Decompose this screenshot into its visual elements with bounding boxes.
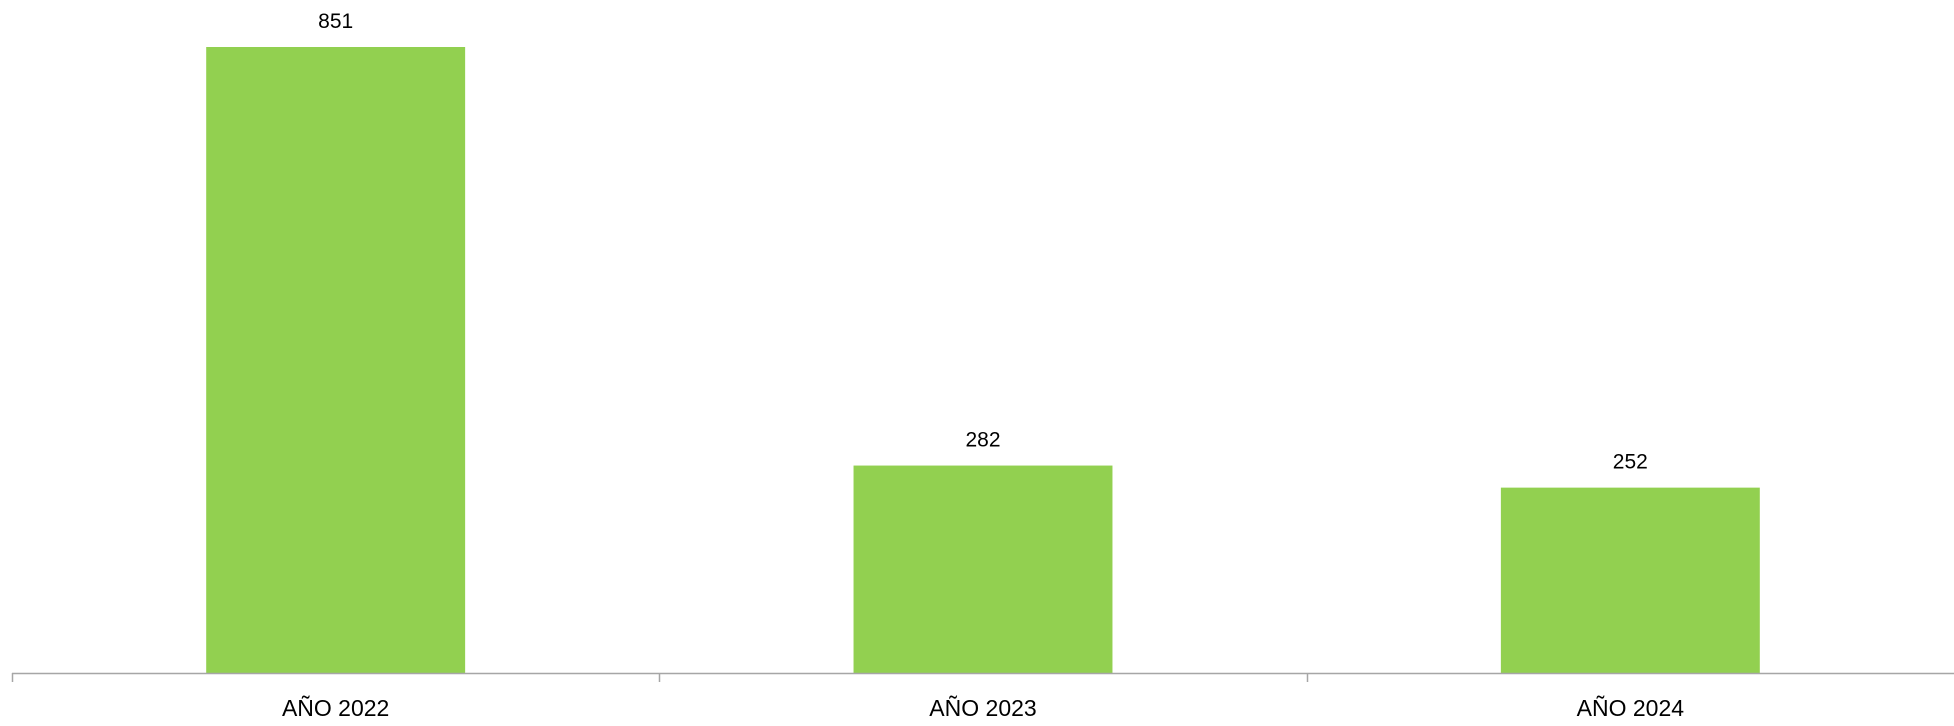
x-axis [11, 672, 1954, 682]
bar-3 [1500, 487, 1760, 673]
x-tick-label-2: AÑO 2023 [929, 695, 1036, 721]
x-tick-label-3: AÑO 2024 [1577, 695, 1685, 721]
data-labels-layer: 851 282 252 [318, 10, 1648, 474]
data-label-1: 851 [318, 10, 353, 33]
bar-1 [206, 47, 466, 673]
x-tick-label-1: AÑO 2022 [282, 695, 389, 721]
bar-2 [853, 465, 1113, 673]
data-label-3: 252 [1613, 451, 1648, 474]
x-tick-labels: AÑO 2022 AÑO 2023 AÑO 2024 [282, 695, 1684, 721]
bars-layer [206, 47, 1760, 673]
data-label-2: 282 [965, 429, 1000, 452]
